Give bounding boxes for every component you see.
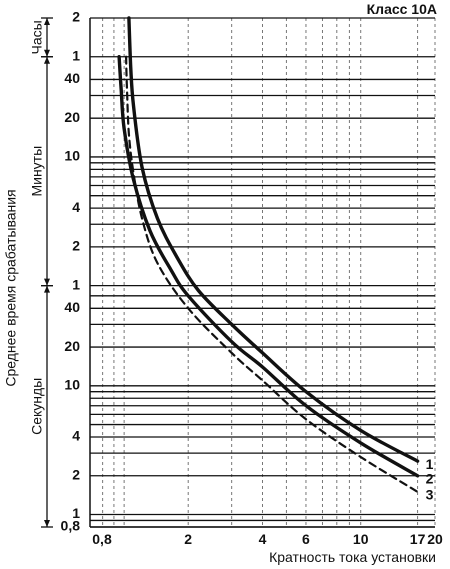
x-tick-label: 10	[353, 531, 369, 547]
x-tick-label: 20	[427, 531, 443, 547]
y-tick-label: 2	[72, 9, 80, 25]
y-tick-label: 4	[72, 428, 80, 444]
y-tick-label: 2	[72, 466, 80, 482]
y-tick-label: 10	[64, 148, 80, 164]
y-tick-label: 1	[72, 47, 80, 63]
unit-bracket-arrow	[44, 56, 50, 64]
curve-label-1: 1	[426, 456, 434, 472]
curve-label-2: 2	[426, 470, 434, 486]
y-tick-label: 4	[72, 199, 80, 215]
chart-title: Класс 10А	[367, 1, 437, 17]
unit-bracket-label: Минуты	[29, 146, 45, 197]
x-tick-label: 4	[259, 531, 267, 547]
x-gridlines	[89, 18, 436, 527]
y-tick-label: 1	[72, 276, 80, 292]
y-tick-label: 10	[64, 377, 80, 393]
x-axis-label: Кратность тока установки	[269, 549, 436, 565]
curves	[117, 16, 420, 493]
axes	[89, 18, 435, 528]
y-axis-label: Среднее время срабатывания	[3, 189, 19, 386]
x-tick-label: 0,8	[92, 531, 112, 547]
x-tick-labels: 0,8 2 4 6 10 17 20	[92, 531, 443, 547]
x-tick-label: 2	[184, 531, 192, 547]
y-tick-label: 40	[64, 299, 80, 315]
x-tick-label: 17	[410, 531, 426, 547]
unit-bracket-arrow	[44, 18, 50, 25]
y-tick-label: 40	[64, 70, 80, 86]
unit-bracket-arrow	[44, 520, 50, 527]
unit-bracket-arrow	[44, 49, 50, 57]
unit-bracket-label: Часы	[29, 20, 45, 54]
y-tick-label: 20	[64, 338, 80, 354]
curve-labels: 123	[426, 456, 434, 503]
unit-bracket-arrow	[44, 285, 50, 293]
curve-1	[127, 16, 420, 463]
curve-2	[117, 55, 420, 478]
y-tick-label: 1	[72, 505, 80, 521]
curve-label-3: 3	[426, 487, 434, 503]
y-tick-label: 0,8	[61, 518, 81, 534]
y-tick-label: 2	[72, 238, 80, 254]
unit-bracket-arrow	[44, 278, 50, 286]
curve-3	[125, 55, 419, 493]
y-tick-label: 20	[64, 109, 80, 125]
x-tick-label: 6	[302, 531, 310, 547]
unit-brackets: Часы Минуты Секунды	[29, 17, 53, 528]
unit-bracket-label: Секунды	[29, 378, 45, 435]
y-gridlines	[90, 17, 435, 528]
